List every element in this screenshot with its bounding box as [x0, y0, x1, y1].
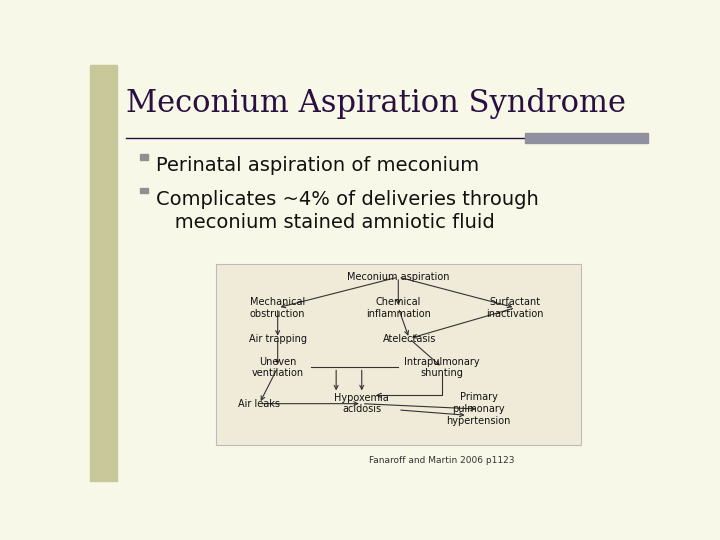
Text: Fanaroff and Martin 2006 p1123: Fanaroff and Martin 2006 p1123 [369, 456, 515, 464]
Bar [215, 265, 581, 446]
Text: Meconium aspiration: Meconium aspiration [347, 272, 449, 282]
Text: Perinatal aspiration of meconium: Perinatal aspiration of meconium [156, 156, 480, 176]
Text: Hypoxemia
acidosis: Hypoxemia acidosis [334, 393, 389, 415]
Text: Primary
pulmonary
hypertension: Primary pulmonary hypertension [446, 393, 511, 426]
Bar [90, 65, 117, 481]
Text: Uneven
ventilation: Uneven ventilation [251, 357, 304, 379]
Text: Chemical
inflammation: Chemical inflammation [366, 297, 431, 319]
Text: Mechanical
obstruction: Mechanical obstruction [250, 297, 305, 319]
Text: Intrapulmonary
shunting: Intrapulmonary shunting [405, 357, 480, 379]
Text: Complicates ~4% of deliveries through
   meconium stained amniotic fluid: Complicates ~4% of deliveries through me… [156, 190, 539, 232]
Text: Meconium Aspiration Syndrome: Meconium Aspiration Syndrome [126, 87, 626, 119]
Text: Atelectasis: Atelectasis [382, 334, 436, 343]
Bar [526, 133, 648, 143]
Text: Air trapping: Air trapping [248, 334, 307, 343]
Text: Air leaks: Air leaks [238, 399, 280, 409]
Text: Surfactant
inactivation: Surfactant inactivation [487, 297, 544, 319]
Bar [140, 187, 148, 193]
Bar [140, 154, 148, 160]
